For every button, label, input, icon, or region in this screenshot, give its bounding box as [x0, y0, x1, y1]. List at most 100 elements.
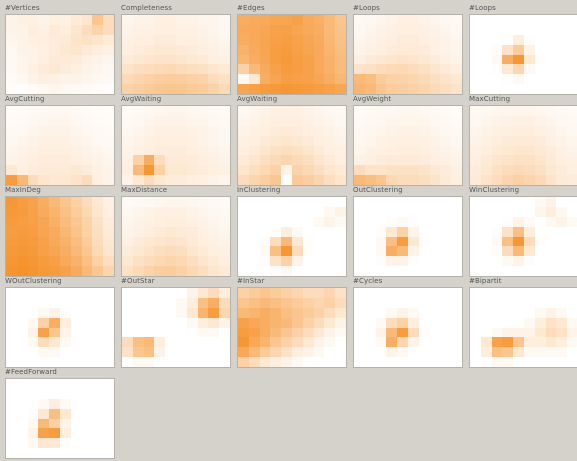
heatmap-cell	[219, 216, 230, 227]
panel-avgwaiting[interactable]: AvgWaiting	[237, 95, 347, 188]
heatmap-cell	[354, 115, 365, 126]
panel-maxcutting[interactable]: MaxCutting	[469, 95, 577, 188]
heatmap-cell	[567, 288, 577, 298]
heatmap-cell	[176, 288, 187, 298]
heatmap-cell	[408, 206, 419, 217]
heatmap-cell	[208, 327, 220, 338]
heatmap-cell	[386, 266, 398, 276]
heatmap-cell	[122, 288, 133, 298]
heatmap-cell	[60, 408, 71, 419]
heatmap[interactable]	[237, 105, 347, 186]
heatmap-cell	[292, 246, 303, 257]
heatmap-cell	[470, 175, 481, 185]
heatmap-cell	[154, 135, 166, 146]
heatmap-cell	[103, 74, 114, 85]
heatmap-cell	[197, 197, 209, 207]
heatmap-cell	[556, 175, 568, 185]
heatmap-cell	[480, 327, 492, 338]
panel-loops[interactable]: #Loops	[353, 4, 463, 97]
heatmap-cell	[534, 74, 546, 85]
heatmap-cell	[27, 24, 39, 35]
heatmap[interactable]	[353, 105, 463, 186]
panel-vertices[interactable]: #Vertices	[5, 4, 115, 97]
heatmap-cell	[208, 197, 220, 207]
heatmap[interactable]	[5, 14, 115, 95]
heatmap-cell	[491, 175, 503, 185]
heatmap[interactable]	[237, 196, 347, 277]
heatmap-cell	[259, 266, 271, 276]
heatmap-cell	[513, 317, 524, 328]
panel-avgwaiting[interactable]: AvgWaiting	[121, 95, 231, 188]
heatmap-cell	[302, 297, 314, 308]
heatmap-cell	[364, 288, 376, 298]
heatmap-cell	[451, 64, 462, 75]
heatmap-cell	[81, 288, 93, 298]
panel-edges[interactable]: #Edges	[237, 4, 347, 97]
panel-instar[interactable]: #InStar	[237, 277, 347, 370]
heatmap[interactable]	[353, 14, 463, 95]
heatmap[interactable]	[121, 14, 231, 95]
heatmap[interactable]	[469, 196, 577, 277]
heatmap-cell	[6, 197, 17, 207]
heatmap-cell	[491, 106, 503, 116]
heatmap[interactable]	[5, 287, 115, 368]
heatmap-cell	[219, 337, 230, 348]
heatmap-cell	[49, 84, 60, 94]
panel-avgcutting[interactable]: AvgCutting	[5, 95, 115, 188]
panel-avgweight[interactable]: AvgWeight	[353, 95, 463, 188]
panel-winclustering[interactable]: WinClustering	[469, 186, 577, 279]
heatmap[interactable]	[353, 287, 463, 368]
heatmap-cell	[567, 106, 577, 116]
panel-inclustering[interactable]: InClustering	[237, 186, 347, 279]
heatmap-cell	[408, 317, 419, 328]
heatmap-cell	[397, 317, 408, 328]
panel-outclustering[interactable]: OutClustering	[353, 186, 463, 279]
heatmap-cell	[440, 84, 452, 94]
heatmap[interactable]	[469, 287, 577, 368]
heatmap[interactable]	[5, 378, 115, 459]
heatmap-cell	[165, 34, 176, 45]
heatmap-cell	[60, 398, 71, 409]
heatmap-cell	[27, 125, 39, 136]
panel-feedforward[interactable]: #FeedForward	[5, 368, 115, 461]
heatmap-cell	[103, 115, 114, 126]
heatmap-cell	[354, 34, 365, 45]
heatmap-cell	[49, 175, 60, 185]
heatmap-cell	[197, 84, 209, 94]
heatmap-cell	[270, 327, 282, 338]
heatmap-cell	[238, 135, 249, 146]
heatmap-cell	[281, 24, 292, 35]
heatmap-cell	[354, 125, 365, 136]
heatmap-cell	[219, 226, 230, 237]
panel-cycles[interactable]: #Cycles	[353, 277, 463, 370]
heatmap[interactable]	[5, 105, 115, 186]
panel-maxdistance[interactable]: MaxDistance	[121, 186, 231, 279]
panel-completeness[interactable]: Completeness	[121, 4, 231, 97]
heatmap[interactable]	[121, 105, 231, 186]
panel-woutclustering[interactable]: WOutClustering	[5, 277, 115, 370]
heatmap[interactable]	[469, 14, 577, 95]
heatmap[interactable]	[469, 105, 577, 186]
heatmap-cell	[567, 206, 577, 217]
heatmap-cell	[375, 24, 387, 35]
heatmap-cell	[248, 135, 260, 146]
panel-maxindeg[interactable]: MaxInDeg	[5, 186, 115, 279]
heatmap-cell	[27, 106, 39, 116]
heatmap[interactable]	[353, 196, 463, 277]
heatmap-cell	[491, 115, 503, 126]
heatmap-cell	[60, 125, 71, 136]
heatmap[interactable]	[237, 287, 347, 368]
heatmap[interactable]	[237, 14, 347, 95]
heatmap-cell	[418, 307, 430, 318]
heatmap-cell	[440, 125, 452, 136]
heatmap-cell	[49, 398, 60, 409]
panel-bipartit[interactable]: #Bipartit	[469, 277, 577, 370]
panel-outstar[interactable]: #OutStar	[121, 277, 231, 370]
heatmap-cell	[259, 64, 271, 75]
panel-loops[interactable]: #Loops	[469, 4, 577, 97]
heatmap[interactable]	[121, 196, 231, 277]
heatmap[interactable]	[121, 287, 231, 368]
heatmap[interactable]	[5, 196, 115, 277]
heatmap-cell	[408, 44, 419, 55]
heatmap-cell	[440, 115, 452, 126]
